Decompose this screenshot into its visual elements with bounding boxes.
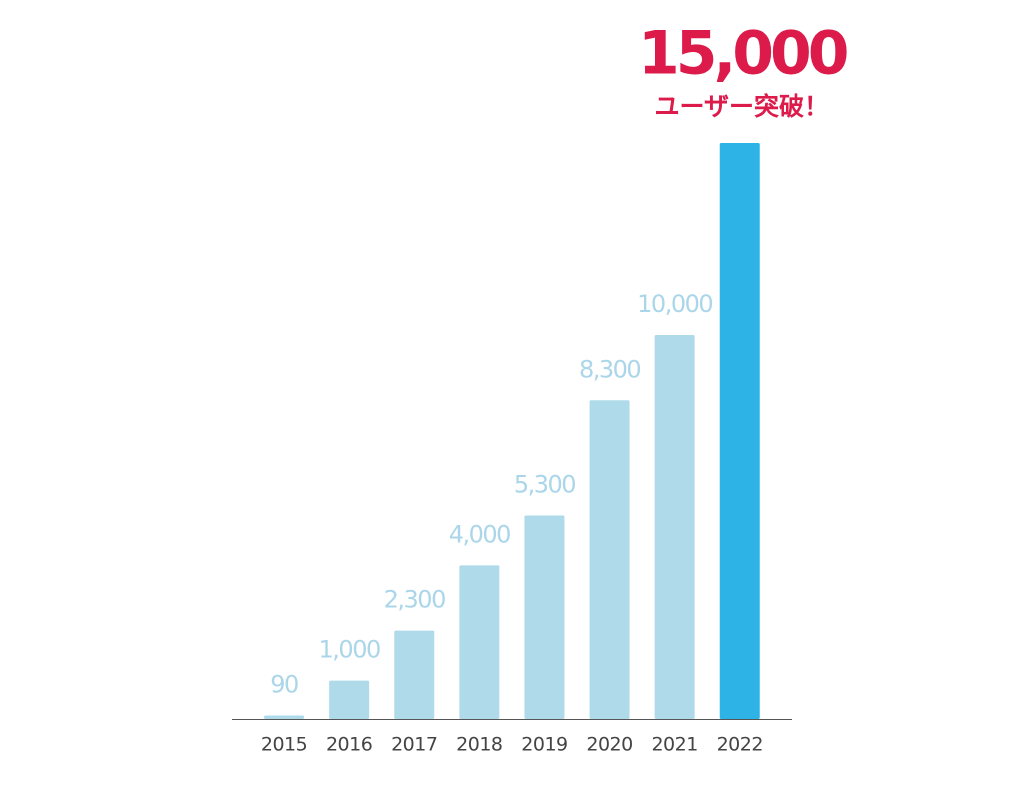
bar [719, 143, 760, 719]
x-tick-label: 2018 [456, 734, 502, 756]
bar [264, 715, 305, 719]
x-tick-label: 2020 [586, 734, 632, 756]
bar [459, 565, 500, 719]
bar [329, 680, 370, 719]
value-label: 2,300 [384, 586, 445, 614]
value-label: 4,000 [449, 520, 510, 548]
value-label: 15,000 [638, 19, 847, 89]
value-label: 8,300 [579, 355, 640, 383]
value-label: 10,000 [637, 290, 712, 318]
x-tick-label: 2016 [326, 734, 372, 756]
bar [654, 335, 695, 719]
bar [394, 630, 435, 719]
x-tick-label: 2021 [651, 734, 697, 756]
bar [524, 515, 565, 719]
value-label: 90 [270, 671, 298, 699]
annotation: ユーザー突破！ [654, 92, 829, 121]
value-label: 5,300 [514, 470, 575, 498]
x-tick-label: 2017 [391, 734, 437, 756]
value-label: 1,000 [319, 636, 380, 664]
bar [589, 400, 630, 719]
x-tick-label: 2022 [717, 734, 763, 756]
x-tick-label: 2019 [521, 734, 567, 756]
x-tick-label: 2015 [261, 734, 307, 756]
